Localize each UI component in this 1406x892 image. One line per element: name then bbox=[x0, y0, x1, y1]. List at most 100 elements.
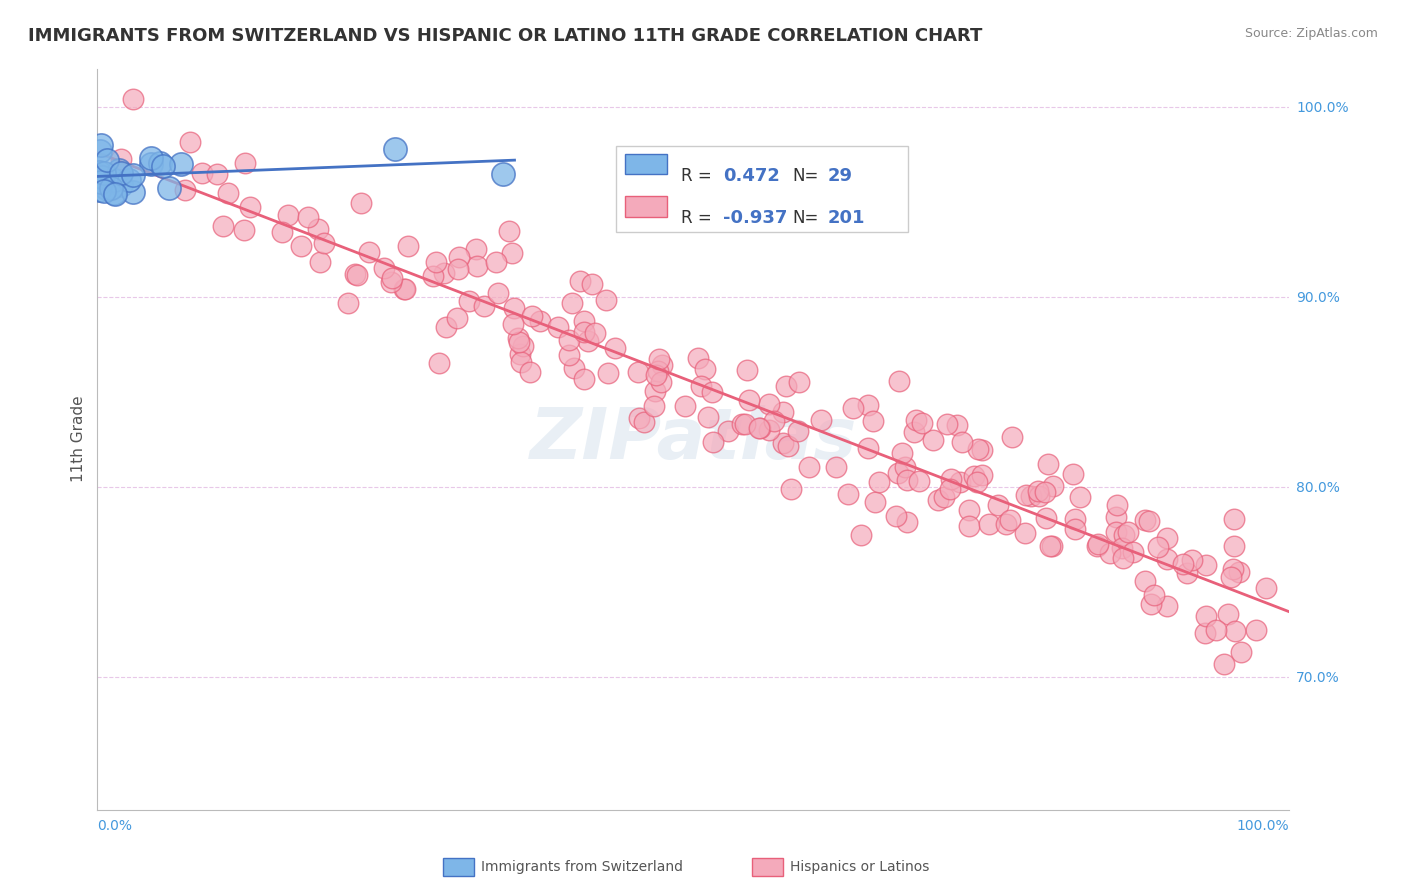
Point bbox=[576, 334, 599, 348]
Point bbox=[446, 311, 468, 326]
Point bbox=[581, 277, 603, 291]
Point bbox=[787, 424, 810, 438]
Point bbox=[1001, 430, 1024, 444]
Point bbox=[271, 225, 294, 239]
Point bbox=[966, 475, 988, 490]
Text: 201: 201 bbox=[828, 210, 866, 227]
Point bbox=[502, 301, 524, 315]
Point bbox=[392, 282, 415, 296]
Point bbox=[141, 157, 163, 171]
Point bbox=[233, 156, 256, 170]
Point bbox=[1019, 489, 1042, 503]
Point bbox=[149, 156, 172, 170]
Point bbox=[170, 157, 193, 171]
Point bbox=[1039, 539, 1062, 553]
Point bbox=[447, 262, 470, 277]
Point bbox=[675, 399, 697, 413]
Point bbox=[174, 182, 197, 196]
Text: R =: R = bbox=[682, 167, 717, 185]
Point bbox=[1026, 484, 1049, 499]
Point bbox=[139, 151, 162, 165]
Point bbox=[110, 166, 132, 180]
Point bbox=[110, 178, 132, 193]
Point bbox=[758, 397, 780, 411]
Point bbox=[90, 137, 112, 152]
Text: -0.937: -0.937 bbox=[723, 210, 787, 227]
Point bbox=[763, 414, 786, 428]
Point bbox=[894, 459, 917, 474]
Point bbox=[1143, 588, 1166, 602]
Point bbox=[574, 372, 596, 386]
Point bbox=[1015, 488, 1038, 502]
Point bbox=[314, 235, 336, 250]
Point bbox=[598, 366, 620, 380]
Point bbox=[1111, 541, 1133, 555]
Point bbox=[425, 255, 447, 269]
Point bbox=[94, 181, 117, 195]
Point bbox=[217, 186, 239, 201]
Point bbox=[863, 494, 886, 508]
Point bbox=[562, 360, 585, 375]
Point bbox=[946, 418, 969, 433]
Point bbox=[963, 468, 986, 483]
Point bbox=[700, 384, 723, 399]
Point bbox=[89, 169, 111, 184]
Point bbox=[862, 413, 884, 427]
Point bbox=[486, 285, 509, 300]
Point bbox=[307, 222, 329, 236]
Point bbox=[433, 266, 456, 280]
Point bbox=[1122, 545, 1144, 559]
Text: ZIPatlas: ZIPatlas bbox=[530, 405, 858, 474]
Point bbox=[464, 242, 486, 256]
Point bbox=[970, 443, 993, 458]
Text: Source: ZipAtlas.com: Source: ZipAtlas.com bbox=[1244, 27, 1378, 40]
Point bbox=[717, 424, 740, 438]
Point bbox=[93, 166, 115, 180]
Point bbox=[1218, 607, 1240, 621]
Point bbox=[627, 410, 650, 425]
Point bbox=[1220, 570, 1243, 584]
Point bbox=[346, 268, 368, 282]
Point bbox=[572, 314, 595, 328]
Point bbox=[152, 159, 174, 173]
Point bbox=[558, 333, 581, 347]
Point bbox=[825, 459, 848, 474]
Point bbox=[512, 339, 534, 353]
Point bbox=[648, 351, 671, 366]
Point bbox=[949, 475, 972, 490]
Point bbox=[644, 384, 666, 398]
Point bbox=[157, 181, 180, 195]
Point bbox=[1212, 657, 1234, 671]
Point bbox=[696, 410, 718, 425]
Point bbox=[1000, 513, 1022, 527]
FancyBboxPatch shape bbox=[626, 153, 666, 175]
Point bbox=[447, 250, 470, 264]
Point bbox=[647, 364, 669, 378]
Point bbox=[957, 519, 980, 533]
Point bbox=[519, 365, 541, 379]
Point bbox=[87, 165, 110, 179]
Point bbox=[1105, 524, 1128, 539]
Point bbox=[967, 442, 990, 456]
FancyBboxPatch shape bbox=[616, 146, 908, 232]
Point bbox=[583, 326, 606, 340]
Point bbox=[501, 246, 523, 260]
Point bbox=[1195, 558, 1218, 573]
Point bbox=[529, 314, 551, 328]
Point bbox=[572, 325, 595, 339]
Point bbox=[427, 355, 450, 369]
Point bbox=[1175, 566, 1198, 580]
Point bbox=[1229, 645, 1251, 659]
Point bbox=[384, 142, 406, 156]
Text: Hispanics or Latinos: Hispanics or Latinos bbox=[790, 860, 929, 874]
Point bbox=[775, 379, 797, 393]
Point bbox=[758, 423, 780, 437]
Point bbox=[108, 162, 131, 177]
Point bbox=[381, 270, 404, 285]
Point bbox=[568, 274, 591, 288]
Point bbox=[779, 483, 801, 497]
Point bbox=[380, 275, 402, 289]
Point bbox=[731, 417, 754, 431]
Point bbox=[458, 293, 481, 308]
Point bbox=[957, 502, 980, 516]
